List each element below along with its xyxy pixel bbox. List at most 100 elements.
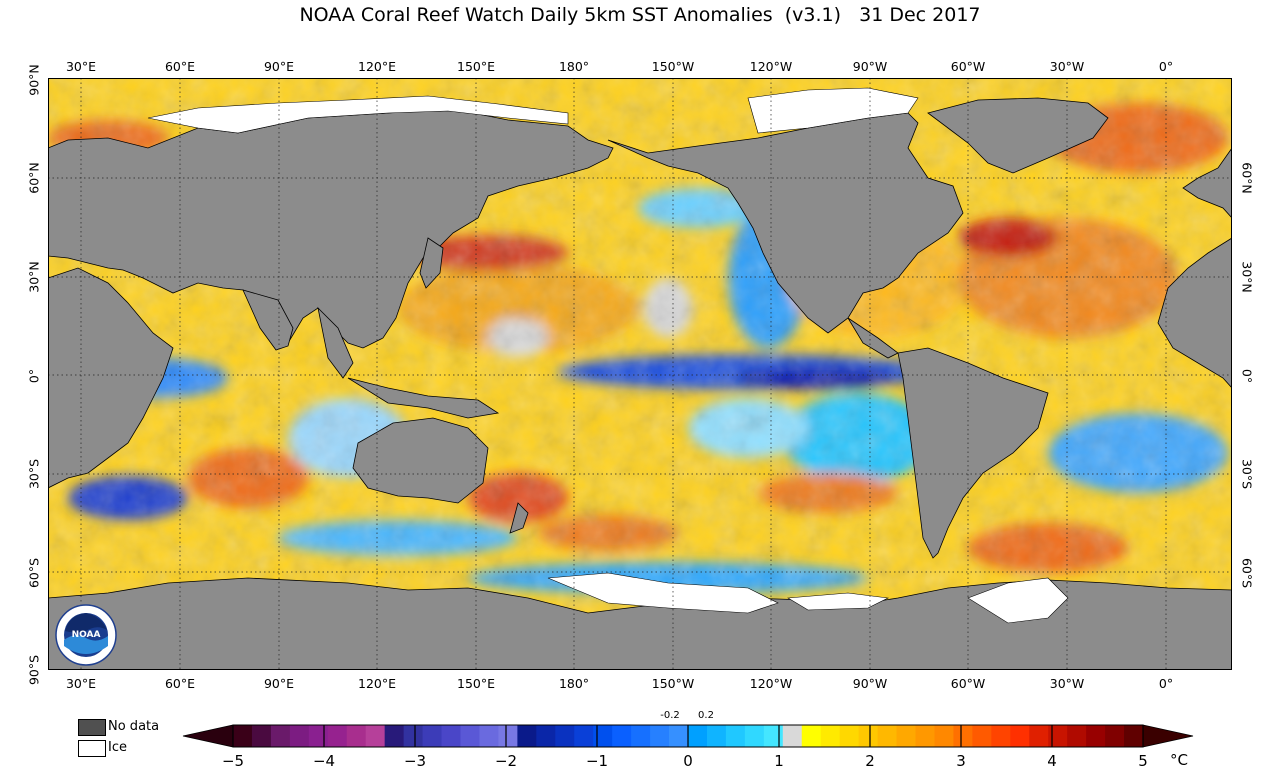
colorbar-tick-label: 0 [683,752,693,770]
colorbar-cell [536,725,556,747]
lon-label-bottom: 60°E [164,676,196,691]
colorbar-cell [365,725,386,747]
colorbar-cell [991,725,1011,747]
graticule [48,78,1232,670]
lon-label-bottom: 30°E [65,676,97,691]
colorbar-cell [308,725,329,747]
lat-label-left: 60°N [26,162,42,194]
lon-label-top: 60°E [164,59,196,74]
lon-label-bottom: 60°W [950,676,986,691]
lon-label-bottom: 180° [558,676,590,691]
colorbar-cell [725,725,746,747]
colorbar-tick-label: 4 [1047,752,1057,770]
colorbar-cell [669,725,689,747]
colorbar-cell [327,725,348,747]
lat-label-left: 0° [26,368,42,384]
no-data-label: No data [108,719,160,734]
colorbar-cell [574,725,594,747]
lon-label-top: 180° [558,59,590,74]
colorbar-cell [1010,725,1030,747]
lat-label-left: 30°N [26,261,42,293]
colorbar-cell [1067,725,1087,747]
colorbar-high-arrow [1142,724,1194,748]
map-title: NOAA Coral Reef Watch Daily 5km SST Anom… [299,4,981,26]
lon-label-bottom: 150°W [651,676,695,691]
colorbar-cell [270,725,291,747]
colorbar-cell [498,725,518,747]
colorbar [182,724,1194,748]
sst-anomaly-map [48,78,1232,670]
lat-label-right: 30°N [1239,261,1255,293]
noaa-logo: NOAA [55,604,117,666]
colorbar-cell [688,725,708,747]
colorbar-tick-label: −5 [221,752,245,770]
lon-label-top: 90°W [852,59,888,74]
lon-label-top: 60°W [950,59,986,74]
lat-label-left: 60°S [26,557,42,589]
colorbar-cell [896,725,917,747]
colorbar-cell [1086,725,1106,747]
lat-label-right: 30°S [1239,458,1255,490]
colorbar-cell [820,725,841,747]
colorbar-cell [460,725,481,747]
colorbar-cell [555,725,575,747]
colorbar-low-arrow [182,724,234,748]
colorbar-unit: °C [1170,751,1188,769]
lat-label-right: 60°S [1239,557,1255,589]
colorbar-tick-label: −2 [494,752,518,770]
lon-label-top: 120°E [357,59,397,74]
colorbar-cell [233,725,253,747]
colorbar-cell [612,725,632,747]
colorbar-cell [593,725,613,747]
lon-label-top: 150°W [651,59,695,74]
colorbar-cell [441,725,462,747]
colorbar-tick-label: −4 [312,752,336,770]
colorbar-cell [289,725,310,747]
colorbar-cell [1124,725,1144,747]
colorbar-cell [479,725,500,747]
colorbar-cell [953,725,973,747]
colorbar-cell [517,725,537,747]
lon-label-top: 150°E [456,59,496,74]
colorbar-cell [858,725,879,747]
colorbar-cell [782,725,803,747]
lon-label-top: 30°W [1049,59,1085,74]
lon-label-bottom: 120°E [357,676,397,691]
colorbar-cells [233,725,1144,747]
colorbar-cell [839,725,860,747]
colorbar-tick-label: −3 [403,752,427,770]
lon-label-bottom: 90°E [263,676,295,691]
lon-label-bottom: 150°E [456,676,496,691]
ice-label: Ice [108,740,127,755]
colorbar-cell [763,725,784,747]
lon-label-bottom: 90°W [852,676,888,691]
colorbar-cell [422,725,443,747]
lat-label-right: 0° [1239,368,1255,384]
ice-swatch [78,740,106,757]
lat-label-right: 60°N [1239,162,1255,194]
lat-label-left: 90°S [26,654,42,686]
lat-label-left: 30°S [26,458,42,490]
lon-label-bottom: 30°W [1049,676,1085,691]
lon-label-top: 120°W [749,59,793,74]
map-frame [48,78,1232,670]
lon-label-top: 0° [1158,59,1174,74]
colorbar-tick-label: 3 [956,752,966,770]
colorbar-cell [915,725,936,747]
lon-label-bottom: 120°W [749,676,793,691]
lon-label-top: 30°E [65,59,97,74]
no-data-swatch [78,719,106,736]
colorbar-cell [744,725,765,747]
land [48,97,1232,670]
colorbar-cell [934,725,955,747]
colorbar-tick-label: −1 [585,752,609,770]
colorbar-cell [706,725,727,747]
colorbar-cell [877,725,898,747]
lon-label-bottom: 0° [1158,676,1174,691]
colorbar-major-ticks [232,725,1144,747]
sea-ice [147,87,1069,624]
colorbar-cell [346,725,367,747]
colorbar-cell [384,725,405,747]
lat-label-left: 90°N [26,64,42,96]
colorbar-cell [1029,725,1049,747]
